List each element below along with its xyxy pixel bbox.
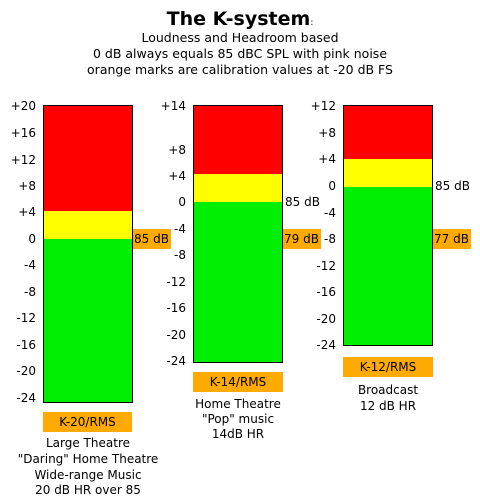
meter-k20-bar: [43, 105, 133, 403]
meter-k20-caution-zone: [44, 211, 132, 240]
meter-k12-tick: -16: [316, 285, 336, 299]
meter-k12-tick: -8: [324, 232, 336, 246]
meter-k12-description-line: Broadcast: [357, 383, 419, 397]
meter-k14-bar: [193, 105, 283, 363]
meter-k12-tick: +4: [318, 152, 336, 166]
meter-k14-tick: -16: [166, 301, 186, 315]
diagram-title: The K-system:: [0, 8, 480, 30]
meter-k20-nominal-zone: [44, 239, 132, 402]
meter-k12-tick: +8: [318, 126, 336, 140]
meter-k20-tick: +4: [18, 205, 36, 219]
meter-k20-headroom-zone: [44, 106, 132, 211]
meter-k14-headroom-zone: [194, 106, 282, 174]
meter-k20-tick: -12: [16, 311, 36, 325]
meter-k20-tick: -4: [24, 258, 36, 272]
meter-k14-tick: -20: [166, 328, 186, 342]
meter-k12-nominal-zone: [344, 187, 432, 345]
meter-k14-tick: -8: [174, 248, 186, 262]
meter-k20-name-badge: K-20/RMS: [43, 412, 132, 432]
title-text: The K-system: [166, 8, 311, 30]
meter-k20-tick: +12: [10, 153, 36, 167]
meter-k20-tick: +8: [18, 179, 36, 193]
meter-k20-calibration-mark: 85 dB: [133, 229, 171, 249]
meter-k20-tick: -20: [16, 364, 36, 378]
meter-k14-nominal-zone: [194, 202, 282, 362]
meter-k12-tick: -12: [316, 259, 336, 273]
meter-k14-caution-zone: [194, 174, 282, 203]
meter-k12-bar: [343, 105, 433, 346]
meter-k14-description-line: 14dB HR: [211, 427, 265, 441]
meter-k14-tick: +8: [168, 143, 186, 157]
meter-k20-tick: +16: [10, 126, 36, 140]
meter-k14-description-line: Home Theatre: [195, 397, 281, 411]
title-mark: :: [310, 18, 314, 28]
meter-k12-calibration-mark: 77 dB: [433, 229, 471, 249]
subtitle-line-3: orange marks are calibration values at -…: [87, 62, 393, 77]
meter-k12-headroom-zone: [344, 106, 432, 159]
meter-k14-reference-label: 85 dB: [285, 195, 320, 209]
meter-k20-description-line: Wide-range Music: [34, 468, 142, 482]
meter-k20-description-line: "Daring" Home Theatre: [17, 452, 159, 466]
meter-k14-tick: -4: [174, 222, 186, 236]
meter-k12-tick: -20: [316, 312, 336, 326]
meter-k14-tick: -24: [166, 354, 186, 368]
meter-k12-description-line: 12 dB HR: [359, 399, 417, 413]
meter-k20-tick: -16: [16, 338, 36, 352]
meter-k12-name-badge: K-12/RMS: [343, 357, 433, 377]
subtitle-line-2: 0 dB always equals 85 dBC SPL with pink …: [92, 46, 388, 61]
meter-k20-tick: -8: [24, 285, 36, 299]
meter-k20-tick: +20: [10, 99, 36, 113]
meter-k14-tick: 0: [178, 195, 186, 209]
meter-k14-tick: +14: [160, 99, 186, 113]
meter-k14-name-badge: K-14/RMS: [193, 372, 283, 392]
meter-k20-tick: 0: [28, 232, 36, 246]
meter-k20-tick: -24: [16, 391, 36, 405]
meter-k12-tick: -24: [316, 338, 336, 352]
meter-k12-tick: 0: [328, 179, 336, 193]
meter-k14-description-line: "Pop" music: [201, 412, 275, 426]
meter-k14-calibration-mark: 79 dB: [283, 229, 321, 249]
meter-k20-description-line: 20 dB HR over 85: [35, 483, 141, 497]
meter-k20-description-line: Large Theatre: [45, 436, 130, 450]
meter-k14-tick: +4: [168, 169, 186, 183]
meter-k14-tick: -12: [166, 275, 186, 289]
meter-k12-tick: +12: [310, 99, 336, 113]
meter-k12-reference-label: 85 dB: [435, 179, 470, 193]
meter-k12-tick: -4: [324, 206, 336, 220]
subtitle-line-1: Loudness and Headroom based: [141, 30, 339, 45]
meter-k12-caution-zone: [344, 159, 432, 188]
